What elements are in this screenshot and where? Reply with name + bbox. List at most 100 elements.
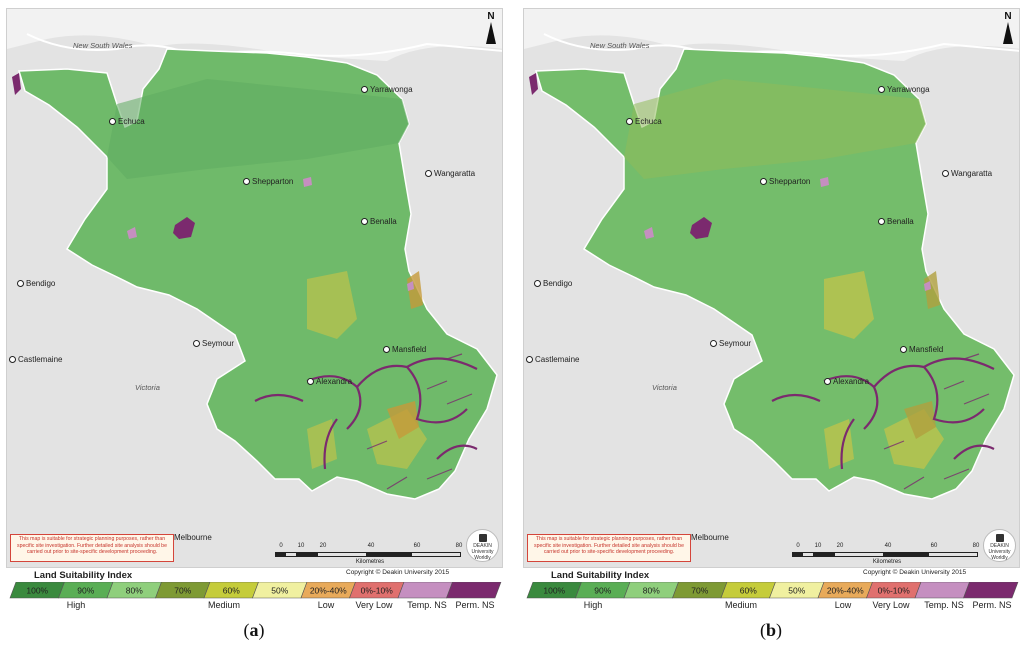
town-marker-icon <box>878 86 885 94</box>
map-panel-b: New South Wales Yarrawonga Echuca Wangar… <box>523 8 1020 642</box>
town-marker-icon <box>361 86 368 94</box>
town-marker-icon <box>526 356 533 364</box>
scale-bar-graphic <box>275 552 461 557</box>
legend-group-perm-ns: Perm. NS <box>455 600 495 610</box>
legend-group-high: High <box>66 600 86 610</box>
label-wangaratta: Wangaratta <box>425 169 475 178</box>
disclaimer-box: This map is suitable for strategic plann… <box>527 534 691 562</box>
legend-class-label: 70% <box>174 586 191 596</box>
town-marker-icon <box>710 340 717 348</box>
legend-class-label: 100% <box>543 586 565 596</box>
label-bendigo: Bendigo <box>17 279 55 288</box>
legend-swatch <box>720 582 776 599</box>
town-marker-icon <box>193 340 200 348</box>
scale-tick: 60 <box>930 543 938 549</box>
north-label: N <box>487 11 495 22</box>
legend-swatch <box>817 582 873 599</box>
legend-swatch <box>575 582 631 599</box>
legend-swatch <box>58 582 114 599</box>
scale-tick: 40 <box>367 543 375 549</box>
label-castlemaine: Castlemaine <box>526 355 579 364</box>
legend-group-high: High <box>583 600 603 610</box>
legend-group-medium: Medium <box>724 600 758 610</box>
logo-line1: DEAKIN <box>990 543 1009 549</box>
label-echuca: Echuca <box>626 117 662 126</box>
crest-icon <box>478 534 487 542</box>
perm-ns-patch-west <box>529 73 538 95</box>
legend-group-temp-ns: Temp. NS <box>407 600 447 610</box>
logo-line3: Worldly <box>991 555 1008 561</box>
map-canvas <box>7 9 502 567</box>
legend-class-label: 80% <box>126 586 143 596</box>
town-marker-icon <box>307 378 314 386</box>
legend-swatch <box>106 582 162 599</box>
map-canvas <box>524 9 1019 567</box>
north-arrow: N <box>1001 11 1015 44</box>
label-benalla: Benalla <box>361 217 397 226</box>
copyright: Copyright © Deakin University 2015 <box>346 569 450 576</box>
legend-bar: 100% 90% 80% 70% 60% 50% 20%-40% 0%-10% <box>526 582 1019 599</box>
legend-class-label: 100% <box>26 586 48 596</box>
legend-swatch <box>349 582 405 599</box>
legend-class-label: 20%-40% <box>310 586 347 596</box>
legend-swatch <box>526 582 582 599</box>
logo-line2: University <box>471 549 494 555</box>
legend-swatch <box>623 582 679 599</box>
legend-group-perm-ns: Perm. NS <box>972 600 1012 610</box>
deakin-logo: DEAKIN University Worldly <box>466 529 499 562</box>
label-alexandra: Alexandra <box>824 377 869 386</box>
legend-title: Land Suitability Index <box>551 570 650 581</box>
perm-ns-patch-centre <box>690 217 712 239</box>
panel-label: (b) <box>759 620 783 640</box>
label-mansfield: Mansfield <box>383 345 426 354</box>
town-marker-icon <box>626 118 633 126</box>
legend-class-label: 50% <box>271 586 288 596</box>
legend-swatch <box>866 582 922 599</box>
town-marker-icon <box>17 280 24 288</box>
legend-group-medium: Medium <box>207 600 241 610</box>
logo-line3: Worldly <box>474 555 491 561</box>
legend-class-label: 0%-10% <box>878 586 911 596</box>
town-marker-icon <box>383 346 390 354</box>
town-marker-icon <box>760 178 767 186</box>
town-marker-icon <box>534 280 541 288</box>
scale-tick: 80 <box>972 543 980 549</box>
legend-bar: 100% 90% 80% 70% 60% 50% 20%-40% 0%-10% <box>9 582 502 599</box>
label-wangaratta: Wangaratta <box>942 169 992 178</box>
legend-swatch <box>300 582 356 599</box>
scale-tick: 0 <box>796 543 800 549</box>
town-marker-icon <box>900 346 907 354</box>
disclaimer-box: This map is suitable for strategic plann… <box>10 534 174 562</box>
scale-tick: 20 <box>319 543 327 549</box>
legend-swatch <box>446 582 502 599</box>
logo-line1: DEAKIN <box>473 543 492 549</box>
legend-swatch <box>397 582 453 599</box>
scale-tick: 40 <box>884 543 892 549</box>
legend-group-low: Low <box>317 600 335 610</box>
scale-bar-graphic <box>792 552 978 557</box>
north-arrow: N <box>484 11 498 44</box>
legend-class-label: 90% <box>77 586 94 596</box>
legend-swatch <box>155 582 211 599</box>
deakin-logo: DEAKIN University Worldly <box>983 529 1016 562</box>
town-marker-icon <box>878 218 885 226</box>
scale-unit: Kilometres <box>872 559 902 565</box>
legend-class-label: 90% <box>594 586 611 596</box>
perm-ns-river-network <box>771 357 995 470</box>
town-marker-icon <box>425 170 432 178</box>
label-alexandra: Alexandra <box>307 377 352 386</box>
label-yarrawonga: Yarrawonga <box>878 85 930 94</box>
map-panel-a: New South Wales Yarrawonga Echuca Wangar… <box>6 8 503 642</box>
legend-swatch <box>914 582 970 599</box>
legend-class-label: 20%-40% <box>827 586 864 596</box>
legend-class-label: 50% <box>788 586 805 596</box>
perm-ns-patch-west <box>12 73 21 95</box>
legend-class-label: 80% <box>643 586 660 596</box>
legend-class-label: 60% <box>740 586 757 596</box>
label-shepparton: Shepparton <box>760 177 810 186</box>
label-bendigo: Bendigo <box>534 279 572 288</box>
scale-tick: 10 <box>297 543 305 549</box>
copyright: Copyright © Deakin University 2015 <box>863 569 967 576</box>
label-mansfield: Mansfield <box>900 345 943 354</box>
scale-tick: 60 <box>413 543 421 549</box>
